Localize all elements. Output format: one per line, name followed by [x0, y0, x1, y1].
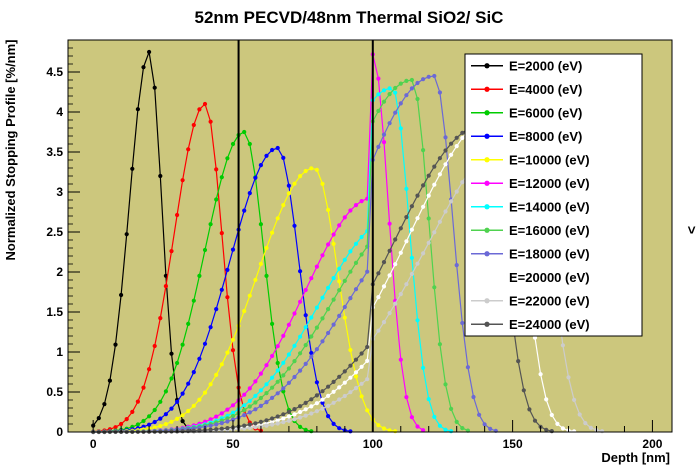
plot-frame-border [67, 39, 673, 433]
legend-entry-label: E=8000 (eV) [509, 129, 582, 144]
legend-entry-label: E=20000 (eV) [509, 270, 590, 285]
legend: E=2000 (eV) E=4000 (eV) E=6000 (eV) E=8000 … [464, 53, 643, 337]
y-tick-label: 4 [56, 105, 63, 119]
y-tick-label: 2.5 [46, 225, 63, 239]
axes: 0 50 100 150 200 0 0.5 1 1.5 2 2.5 3 3.5 4 4.5 [46, 47, 663, 451]
y-tick-label: 4.5 [46, 65, 63, 79]
legend-entry-label: E=2000 (eV) [509, 58, 582, 73]
legend-entry-label: E=18000 (eV) [509, 246, 590, 261]
legend-entry-label: E=24000 (eV) [509, 317, 590, 332]
pad-arrow-icon: > [684, 226, 698, 234]
y-tick-label: 0 [56, 425, 63, 439]
x-tick-label: 150 [503, 437, 523, 451]
y-tick-label: 0.5 [46, 385, 63, 399]
y-tick-label: 2 [56, 265, 63, 279]
legend-entry-label: E=16000 (eV) [509, 223, 590, 238]
legend-entry-label: E=12000 (eV) [509, 176, 590, 191]
y-axis-title: Normalized Stopping Profile [%/nm] [3, 39, 18, 260]
y-tick-label: 1.5 [46, 305, 63, 319]
legend-entry-label: E=14000 (eV) [509, 199, 590, 214]
y-tick-label: 3 [56, 185, 63, 199]
x-tick-label: 200 [642, 437, 662, 451]
legend-entry-label: E=22000 (eV) [509, 293, 590, 308]
legend-entry-label: E=6000 (eV) [509, 105, 582, 120]
x-tick-label: 100 [363, 437, 383, 451]
x-tick-label: 50 [226, 437, 240, 451]
y-tick-label: 1 [56, 345, 63, 359]
x-axis-title: Depth [nm] [601, 450, 670, 465]
y-tick-label: 3.5 [46, 145, 63, 159]
chart-title: 52nm PECVD/48nm Thermal SiO2/ SiC [194, 8, 504, 27]
x-tick-label: 0 [90, 437, 97, 451]
legend-entry-label: E=10000 (eV) [509, 152, 590, 167]
legend-entry-label: E=4000 (eV) [509, 82, 582, 97]
